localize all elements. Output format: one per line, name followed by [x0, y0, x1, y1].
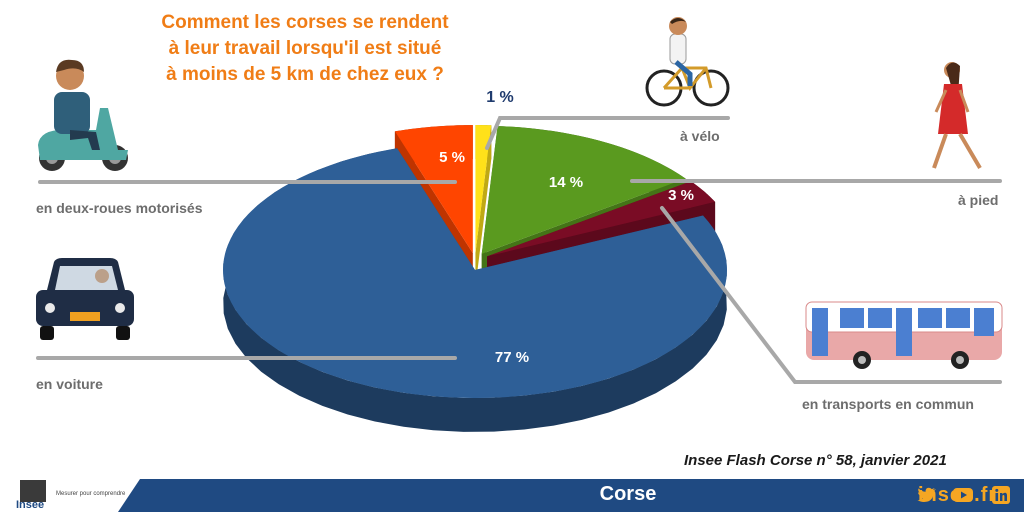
leader-line-transports: [660, 206, 1002, 384]
walking-woman-icon: [932, 62, 982, 170]
insee-logo: Insee Mesurer pour comprendre: [8, 478, 125, 512]
title-line-2: à leur travail lorsqu'il est situé: [168, 38, 442, 59]
source-note: Insee Flash Corse n° 58, janvier 2021: [684, 452, 947, 469]
pie-wall-velo-1: [475, 125, 492, 288]
category-label-transports: en transports en commun: [802, 396, 974, 412]
twitter-icon[interactable]: [916, 484, 938, 506]
value-label-transports: 3 %: [668, 187, 694, 204]
footer-band: Corse insee.fr: [118, 479, 1024, 512]
leader-lines: [36, 116, 1002, 384]
linkedin-icon[interactable]: [990, 484, 1012, 506]
youtube-icon[interactable]: [952, 484, 974, 506]
value-label-pied: 14 %: [549, 174, 583, 191]
title-line-1: Comment les corses se rendent: [161, 12, 449, 33]
chart-title: Comment les corses se rendent à leur tra…: [120, 10, 490, 88]
bicycle-rider-icon: [645, 17, 730, 107]
category-label-deux-roues: en deux-roues motorisés: [36, 200, 203, 216]
footer-region: Corse: [599, 483, 657, 505]
insee-logo-word: Insee: [16, 499, 45, 511]
pie-slice-deux-roues: [394, 125, 473, 254]
pie-slice-transports: [487, 181, 716, 257]
category-label-pied: à pied: [958, 192, 999, 208]
car-driver-icon: [36, 258, 134, 340]
pie-slice-voiture: [223, 148, 727, 398]
footer-bar: Corse insee.fr: [0, 479, 1024, 512]
pie-tops: [223, 125, 727, 398]
insee-logo-mark: [20, 480, 46, 502]
category-label-voiture: en voiture: [36, 376, 103, 392]
pie-slice-pied: [481, 126, 686, 254]
value-label-velo: 1 %: [486, 89, 514, 106]
category-label-velo: à vélo: [680, 128, 720, 144]
scooter-rider-icon: [38, 59, 128, 171]
pie-slice-velo: [475, 125, 492, 254]
leader-line-velo: [485, 116, 730, 150]
value-label-voiture: 77 %: [495, 349, 529, 366]
title-line-3: à moins de 5 km de chez eux ?: [166, 64, 444, 85]
bus-icon: [805, 301, 1003, 369]
insee-logo-tagline: Mesurer pour comprendre: [56, 491, 126, 497]
value-label-deux-roues: 5 %: [439, 149, 465, 166]
